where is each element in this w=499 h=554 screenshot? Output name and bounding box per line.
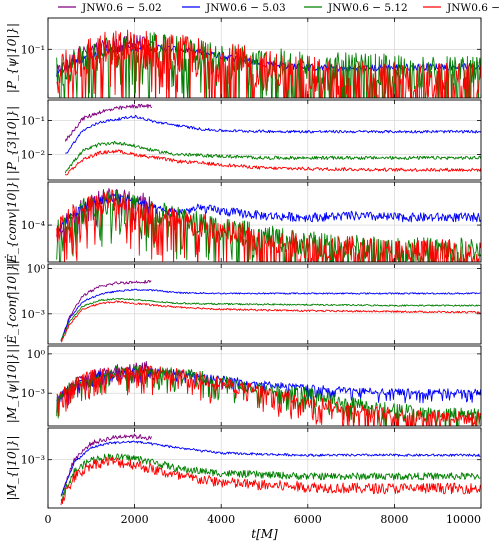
series-line [64, 149, 481, 176]
y-tick-label: 10⁻³ [21, 454, 45, 467]
series-line [56, 193, 481, 234]
panels: 10⁻¹|P_{ψ|10|}|10⁻¹10⁻²|P_{3|10|}|10⁻⁴|Ė… [4, 17, 482, 509]
panel-frame [47, 345, 482, 427]
panel: 10⁻¹|P_{ψ|10|}| [5, 17, 482, 99]
panel: 10⁰ 10⁻³|M_{ψ|10|}| [5, 345, 482, 427]
legend-label: JNW0.6 − 5.21 [446, 2, 499, 14]
series-group [60, 279, 481, 343]
y-tick-label: 10⁰ [27, 263, 46, 276]
series-group [56, 361, 481, 426]
x-tick-label: 0 [45, 513, 52, 526]
series-line [60, 279, 152, 340]
y-tick-label: 10⁻¹ [21, 114, 45, 127]
series-line [60, 288, 481, 342]
panel-frame [47, 181, 482, 263]
panel: 10⁻³|M_{|10|}| [5, 427, 482, 509]
y-axis-label: |Ė_{conf|10|}| [4, 260, 19, 348]
panel: 10⁻¹ 10⁻²|P_{3|10|}| [5, 99, 482, 181]
legend: JNW0.6 − 5.02 JNW0.6 − 5.03 JNW0.6 − 5.12 J… [58, 2, 499, 14]
panel-frame [47, 17, 482, 99]
x-tick-label: 8000 [380, 513, 408, 526]
y-axis-label: |P_{3|10|}| [5, 106, 19, 174]
series-line [60, 440, 481, 496]
y-axis-label: |Ė_{conv|10|}| [4, 177, 19, 267]
y-tick-label: 10⁻⁴ [21, 219, 46, 232]
y-tick-label: 10⁰ [27, 348, 46, 361]
y-tick-label: 10⁻³ [21, 387, 45, 400]
series-line [60, 297, 481, 342]
gridlines [47, 100, 482, 180]
legend-entry: JNW0.6 − 5.21 [423, 2, 499, 14]
series-line [65, 114, 481, 154]
x-tick-label: 2000 [121, 513, 149, 526]
x-tick-label: 4000 [207, 513, 235, 526]
series-line [64, 103, 152, 142]
gridlines [47, 428, 482, 508]
y-tick-label: 10⁻³ [21, 308, 45, 321]
series-line [56, 365, 481, 426]
legend-label: JNW0.6 − 5.02 [81, 2, 162, 14]
legend-label: JNW0.6 − 5.03 [205, 2, 286, 14]
series-line [60, 456, 481, 506]
legend-entry: JNW0.6 − 5.03 [182, 2, 286, 14]
series-line [56, 29, 481, 98]
y-axis-label: |P_{ψ|10|}| [5, 23, 19, 93]
x-axis: 0 2000 4000 6000 8000 10000 t[M] [45, 513, 482, 541]
y-tick-label: 10⁻¹ [21, 43, 45, 56]
series-line [60, 433, 152, 497]
series-line [60, 300, 481, 343]
x-axis-label: t[M] [251, 527, 278, 541]
series-line [60, 453, 481, 501]
panel: 10⁰ 10⁻³|Ė_{conf|10|}| [4, 260, 482, 348]
series-line [64, 140, 481, 174]
panel-frame [47, 99, 482, 181]
y-tick-label: 10⁻² [21, 148, 45, 161]
legend-label: JNW0.6 − 5.12 [327, 2, 408, 14]
series-group [56, 187, 481, 262]
series-line [56, 189, 481, 262]
x-tick-label: 10000 [446, 513, 481, 526]
series-group [64, 103, 481, 176]
x-tick-label: 6000 [294, 513, 322, 526]
legend-entry: JNW0.6 − 5.02 [58, 2, 162, 14]
y-axis-label: |M_{ψ|10|}| [5, 349, 19, 423]
panel-frame [47, 263, 482, 345]
y-axis-label: |M_{|10|}| [5, 436, 19, 501]
series-group [56, 29, 481, 98]
panel-frame [47, 427, 482, 509]
legend-entry: JNW0.6 − 5.12 [304, 2, 408, 14]
panel: 10⁻⁴|Ė_{conv|10|}| [4, 177, 482, 267]
series-group [60, 433, 481, 506]
